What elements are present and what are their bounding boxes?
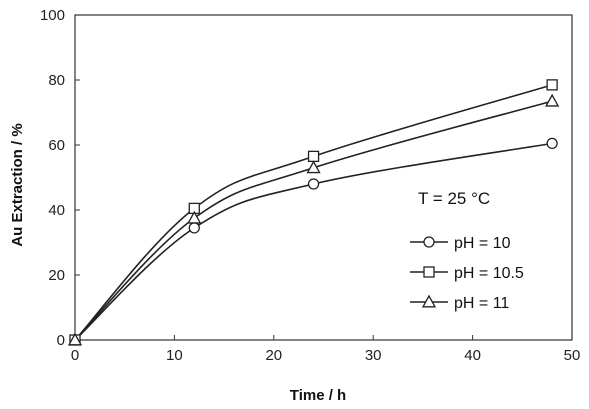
y-tick-label: 60 (48, 137, 65, 154)
x-tick-label: 30 (365, 347, 382, 364)
data-point-triangle (67, 332, 83, 346)
legend-label: pH = 11 (454, 295, 509, 312)
x-tick-label: 40 (464, 347, 481, 364)
temperature-annotation: T = 25 °C (418, 189, 490, 208)
x-tick-label: 50 (564, 347, 581, 364)
data-point-square (307, 150, 320, 163)
series-layer (67, 79, 560, 346)
data-point-triangle (306, 160, 321, 174)
series-line-triangle (74, 100, 553, 341)
data-point-square (546, 79, 558, 91)
x-tick-label: 0 (71, 347, 79, 364)
y-axis-title: Au Extraction / % (9, 123, 26, 246)
x-tick-label: 20 (265, 347, 282, 364)
x-axis-title: Time / h (290, 387, 346, 404)
data-point-circle (307, 178, 320, 190)
data-point-triangle (187, 210, 202, 224)
legend-marker-circle (423, 236, 435, 248)
y-tick-label: 100 (40, 7, 65, 24)
y-tick-label: 20 (48, 267, 65, 284)
x-tick-label: 10 (166, 347, 183, 364)
plot-area-frame (74, 14, 573, 341)
series-line-circle (74, 142, 553, 341)
legend-label: pH = 10 (454, 235, 511, 252)
legend: pH = 10 pH = 10.5 pH = 11 (410, 235, 524, 312)
y-tick-label: 0 (57, 332, 65, 349)
series-line-square (74, 84, 553, 341)
legend-marker-square (423, 266, 435, 278)
data-point-circle (546, 137, 558, 150)
data-point-triangle (545, 93, 560, 107)
x-axis-ticks: 0 10 20 30 40 50 (71, 335, 581, 364)
y-axis-ticks: 0 20 40 60 80 100 (40, 7, 80, 349)
legend-label: pH = 10.5 (454, 265, 524, 282)
y-tick-label: 80 (48, 72, 65, 89)
data-point-circle (188, 222, 200, 234)
y-tick-label: 40 (48, 202, 65, 219)
legend-marker-triangle (421, 294, 437, 308)
